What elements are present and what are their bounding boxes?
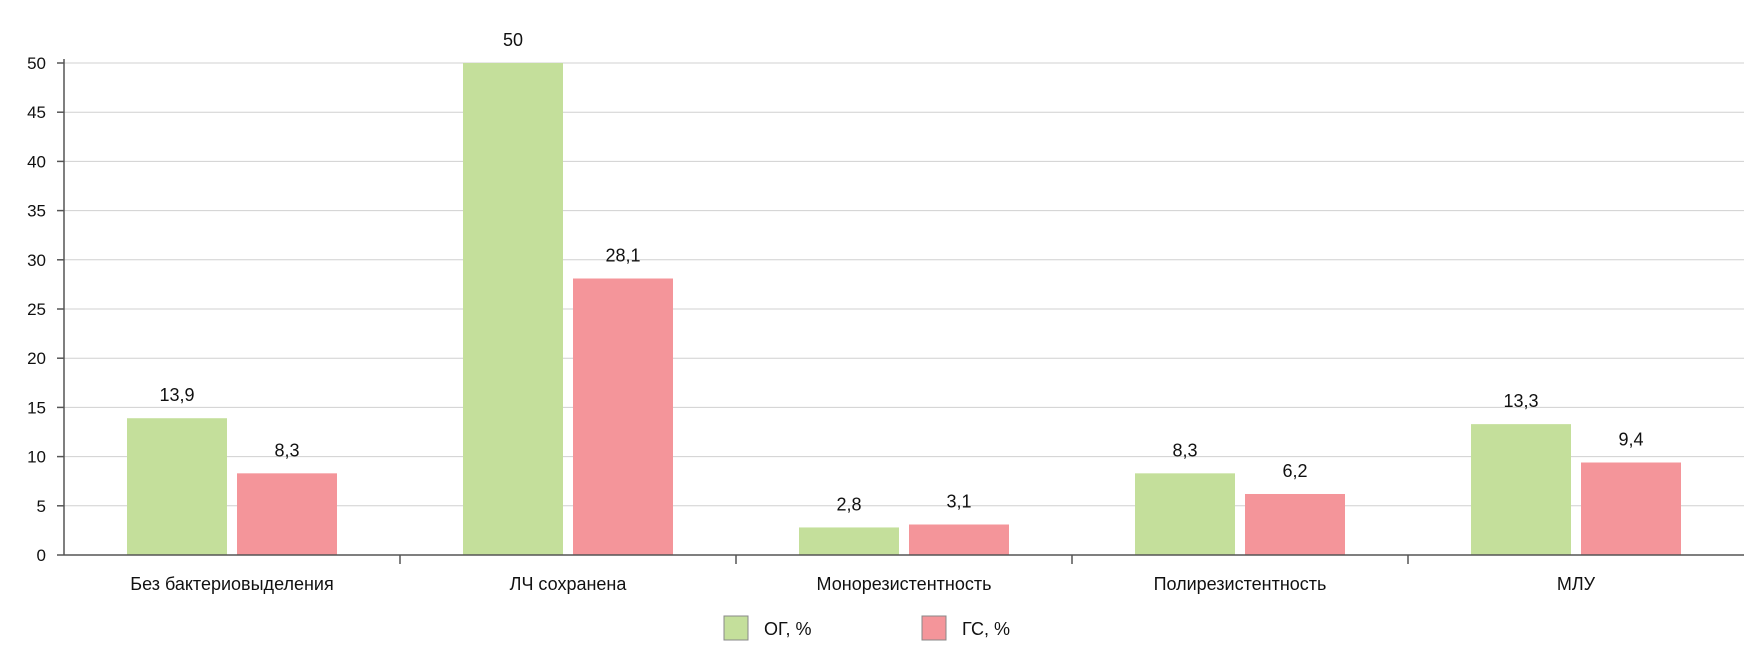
x-category-label: ЛЧ сохранена xyxy=(510,574,628,594)
bar xyxy=(237,473,337,555)
bar xyxy=(1581,462,1681,555)
data-label: 2,8 xyxy=(836,494,861,514)
legend-swatch xyxy=(921,615,947,641)
y-tick-label: 40 xyxy=(27,152,46,171)
axes xyxy=(57,59,1744,564)
y-tick-label: 0 xyxy=(37,546,46,565)
legend-label: ГС, % xyxy=(962,619,1010,639)
bar xyxy=(127,418,227,555)
y-tick-label: 50 xyxy=(27,54,46,73)
bar xyxy=(463,63,563,555)
legend-swatch xyxy=(723,615,749,641)
y-tick-label: 45 xyxy=(27,103,46,122)
y-tick-label: 25 xyxy=(27,300,46,319)
legend: ОГ, % ГС, % xyxy=(723,615,1010,641)
data-label: 13,9 xyxy=(159,385,194,405)
data-label: 50 xyxy=(503,30,523,50)
y-tick-label: 20 xyxy=(27,349,46,368)
data-label: 3,1 xyxy=(946,491,971,511)
bar xyxy=(1471,424,1571,555)
y-tick-label: 5 xyxy=(37,497,46,516)
bar xyxy=(1135,473,1235,555)
data-label: 6,2 xyxy=(1282,461,1307,481)
legend-label: ОГ, % xyxy=(764,619,812,639)
y-tick-label: 10 xyxy=(27,448,46,467)
bars xyxy=(127,63,1681,555)
grid-lines xyxy=(64,62,1744,507)
y-tick-label: 30 xyxy=(27,251,46,270)
y-tick-label: 15 xyxy=(27,398,46,417)
data-label: 13,3 xyxy=(1503,391,1538,411)
x-category-label: Без бактериовыделения xyxy=(130,574,333,594)
data-label: 28,1 xyxy=(605,245,640,265)
x-category-label: Полирезистентность xyxy=(1154,574,1327,594)
bar xyxy=(909,524,1009,555)
x-category-label: МЛУ xyxy=(1557,574,1596,594)
x-category-label: Монорезистентность xyxy=(817,574,992,594)
data-label: 8,3 xyxy=(1172,440,1197,460)
labels: 0 5 10 15 20 25 30 35 40 45 50 13,9 8,3 Без бактериов… xyxy=(27,30,1643,594)
bar xyxy=(573,278,673,555)
data-label: 9,4 xyxy=(1618,430,1643,450)
y-tick-label: 35 xyxy=(27,202,46,221)
bar xyxy=(1245,493,1345,555)
data-label: 8,3 xyxy=(274,440,299,460)
bar xyxy=(799,527,899,555)
